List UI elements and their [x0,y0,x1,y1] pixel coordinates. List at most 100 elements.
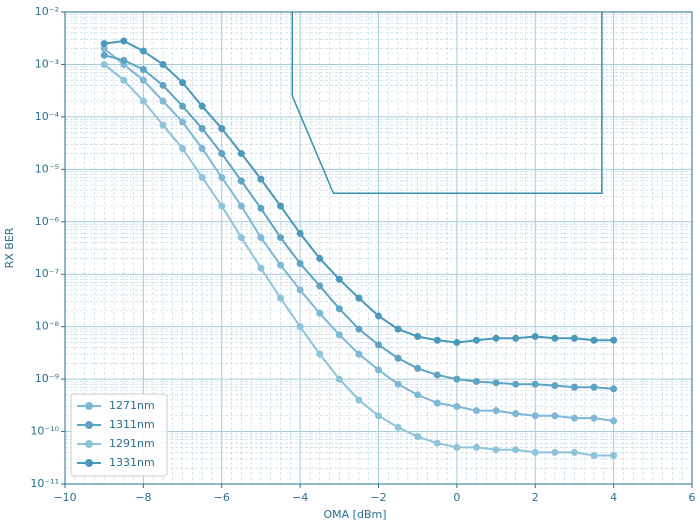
point [590,414,598,422]
legend-label: 1311nm [109,418,155,431]
point [531,380,539,388]
point [433,399,441,407]
legend-box [70,393,168,477]
point [433,439,441,447]
point [139,47,147,55]
x-tick-label: −8 [135,491,151,504]
point [512,380,520,388]
y-tick-label: 10⁻¹⁰ [30,425,59,438]
y-tick-label: 10⁻⁹ [35,372,59,385]
point [570,334,578,342]
point [394,354,402,362]
point [433,336,441,344]
point [355,396,363,404]
point [277,294,285,302]
point [335,331,343,339]
point [492,334,500,342]
point [139,97,147,105]
point [296,229,304,237]
point [590,451,598,459]
point [198,125,206,133]
x-tick-label: −4 [292,491,308,504]
point [139,76,147,84]
point [218,173,226,181]
point [335,275,343,283]
point [551,412,559,420]
point [590,336,598,344]
point [375,341,382,349]
point [492,379,500,387]
y-tick-label: 10⁻⁶ [35,215,60,228]
point [257,264,265,272]
point [394,325,402,333]
point [472,407,480,415]
point [414,391,422,399]
y-tick-label: 10⁻² [35,5,59,18]
legend-marker [85,440,93,448]
point [120,37,128,45]
point [551,334,559,342]
point [237,234,245,242]
point [257,204,265,212]
point [492,446,500,454]
point [414,433,422,441]
plot-frame [64,11,693,485]
point [296,260,304,268]
point [570,448,578,456]
point [472,378,480,386]
point [492,407,500,415]
point [453,403,461,411]
point [414,332,422,340]
x-tick-label: −10 [53,491,76,504]
point [610,417,618,425]
point [257,175,265,183]
point [179,144,187,152]
point [159,81,167,89]
x-tick-label: −2 [370,491,386,504]
y-tick-label: 10⁻³ [35,57,59,70]
point [218,150,226,158]
point [531,448,539,456]
point [277,261,285,269]
legend-label: 1331nm [109,456,155,469]
point [472,443,480,451]
point [335,305,343,313]
point [316,254,324,262]
point [531,332,539,340]
point [100,45,108,53]
point [610,451,618,459]
point [472,336,480,344]
point [355,350,363,358]
point [375,312,382,320]
point [218,202,226,210]
x-axis-label: OMA [dBm] [324,508,387,521]
point [316,309,324,317]
point [512,446,520,454]
point [179,102,187,110]
x-tick-label: 4 [610,491,617,504]
y-tick-label: 10⁻⁸ [35,320,60,333]
point [100,40,108,48]
point [414,364,422,372]
y-tick-label: 10⁻⁴ [35,110,60,123]
point [335,375,343,383]
x-tick-label: 0 [453,491,460,504]
point [159,97,167,105]
legend-label: 1291nm [109,437,155,450]
legend-marker [85,421,93,429]
point [257,234,265,242]
legend-marker [85,459,93,467]
point [610,385,618,393]
point [453,443,461,451]
point [590,383,598,391]
point [433,371,441,379]
point [512,410,520,418]
point [198,102,206,110]
point [570,414,578,422]
point [570,383,578,391]
point [237,150,245,158]
mask-line [291,12,603,194]
point [355,294,363,302]
point [394,380,402,388]
point [159,121,167,129]
